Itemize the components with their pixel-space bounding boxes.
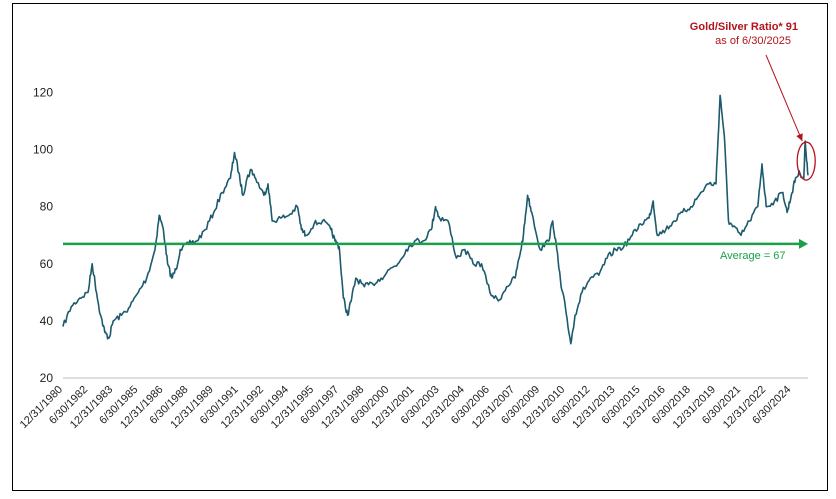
y-tick-label: 60 — [40, 257, 54, 271]
y-tick-label: 20 — [40, 371, 54, 385]
y-tick-label: 120 — [33, 86, 53, 100]
y-tick-label: 80 — [40, 200, 54, 214]
chart-frame — [12, 3, 828, 491]
average-label: Average = 67 — [720, 250, 786, 262]
y-tick-label: 40 — [40, 314, 54, 328]
annotation-subtitle: as of 6/30/2025 — [715, 35, 791, 47]
annotation-title: Gold/Silver Ratio* 91 — [690, 21, 798, 33]
series-line — [62, 94, 809, 345]
y-tick-label: 100 — [33, 143, 53, 157]
annotation-circle — [796, 141, 816, 181]
annotation-arrowhead — [796, 133, 803, 142]
annotation-arrow — [765, 54, 803, 142]
average-arrowhead — [799, 238, 808, 249]
